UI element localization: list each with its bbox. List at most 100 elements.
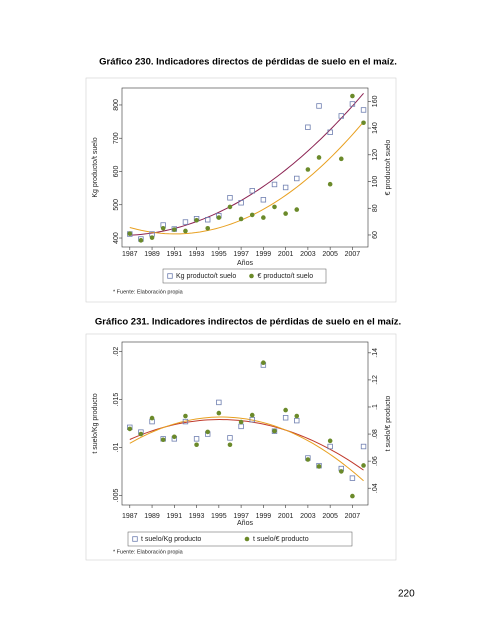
legend-box: [162, 268, 327, 284]
circle-marker: [160, 225, 166, 231]
circle-marker: [160, 437, 166, 443]
circle-marker: [227, 204, 233, 210]
y2-tick-label: .14: [372, 348, 379, 358]
x-tick-label: 1989: [144, 513, 160, 520]
fit-line: [129, 121, 364, 235]
circle-marker: [350, 93, 355, 99]
square-marker: [249, 188, 255, 194]
square-marker: [294, 175, 300, 182]
circle-marker: [149, 415, 155, 421]
square-marker: [305, 124, 311, 130]
legend-marker: [132, 536, 138, 542]
x-tick-label: 1997: [233, 513, 249, 520]
circle-marker: [194, 442, 199, 448]
y-axis-title: t suelo/Kg producto: [92, 393, 99, 453]
circle-marker: [127, 231, 133, 236]
circle-marker: [338, 156, 344, 162]
legend-marker: [249, 273, 254, 279]
square-marker: [205, 217, 211, 223]
legend-label: € producto/t suelo: [258, 273, 314, 280]
circle-marker: [172, 227, 177, 232]
square-marker: [238, 200, 244, 206]
legend-marker: [167, 273, 173, 279]
circle-marker: [183, 228, 188, 234]
x-tick-label: 1987: [122, 251, 138, 258]
legend-marker: [244, 536, 250, 542]
square-marker: [360, 107, 367, 113]
square-marker: [282, 184, 289, 191]
y2-tick-label: 100: [372, 176, 379, 188]
fit-line: [129, 92, 364, 236]
chart-frame: [85, 333, 397, 561]
y-tick-label: .005: [113, 488, 120, 502]
circle-marker: [238, 419, 244, 425]
circle-marker: [361, 120, 366, 126]
y2-tick-label: .04: [372, 483, 379, 493]
square-marker: [182, 219, 189, 225]
circle-marker: [316, 464, 322, 469]
circle-marker: [238, 216, 244, 222]
source-note: * Fuente: Elaboración propia: [113, 549, 184, 555]
circle-marker: [338, 469, 344, 474]
circle-marker: [138, 238, 144, 243]
y-tick-label: 500: [113, 199, 120, 211]
square-marker: [316, 103, 322, 109]
square-marker: [327, 129, 333, 135]
y2-tick-label: .12: [372, 375, 379, 385]
chart-frame: [85, 77, 397, 303]
y2-axis-title: € producto/t suelo: [385, 140, 392, 196]
y-tick-label: 400: [113, 232, 120, 244]
square-marker: [327, 443, 333, 450]
x-axis-title: Años: [237, 520, 253, 527]
y2-axis-title: t suelo/€ producto: [385, 396, 392, 452]
x-tick-label: 2001: [278, 513, 294, 520]
y2-tick-label: .08: [372, 429, 379, 439]
legend-label: Kg producto/t suelo: [176, 273, 236, 280]
y2-tick-label: .06: [372, 456, 379, 466]
y-tick-label: 800: [113, 99, 120, 111]
y-tick-label: .01: [113, 442, 120, 452]
circle-marker: [205, 429, 211, 435]
x-axis-title: Años: [237, 260, 253, 267]
y2-tick-label: 160: [372, 95, 379, 107]
circle-marker: [327, 181, 333, 187]
circle-marker: [261, 360, 266, 366]
square-marker: [260, 197, 267, 203]
circle-marker: [294, 413, 300, 419]
circle-marker: [194, 217, 199, 223]
circle-marker: [316, 155, 322, 160]
circle-marker: [283, 211, 288, 216]
circle-marker: [183, 413, 188, 419]
square-marker: [227, 195, 233, 201]
x-tick-label: 1993: [189, 251, 205, 258]
square-marker: [360, 443, 367, 450]
x-tick-label: 1999: [256, 251, 272, 258]
legend-box: [127, 531, 353, 547]
square-marker: [227, 435, 233, 441]
x-tick-label: 1993: [189, 513, 205, 520]
circle-marker: [172, 434, 177, 440]
page-number: 220: [398, 589, 415, 600]
plot-area: [121, 341, 369, 506]
circle-marker: [272, 204, 277, 210]
x-tick-label: 1989: [144, 251, 160, 258]
x-tick-label: 1995: [211, 251, 227, 258]
circle-marker: [261, 215, 266, 220]
x-tick-label: 2003: [300, 251, 316, 258]
circle-marker: [149, 235, 155, 240]
y2-tick-label: 120: [372, 149, 379, 161]
square-marker: [193, 436, 200, 442]
circle-marker: [205, 225, 211, 231]
fit-line: [129, 416, 364, 482]
circle-marker: [216, 215, 222, 220]
y-tick-label: .015: [113, 393, 120, 407]
x-tick-label: 2001: [278, 251, 294, 258]
circle-marker: [272, 428, 277, 434]
y2-tick-label: 80: [372, 204, 379, 212]
y-tick-label: .02: [113, 347, 120, 357]
circle-marker: [305, 457, 311, 462]
circle-marker: [249, 412, 255, 418]
legend-label: t suelo/€ producto: [253, 536, 309, 543]
